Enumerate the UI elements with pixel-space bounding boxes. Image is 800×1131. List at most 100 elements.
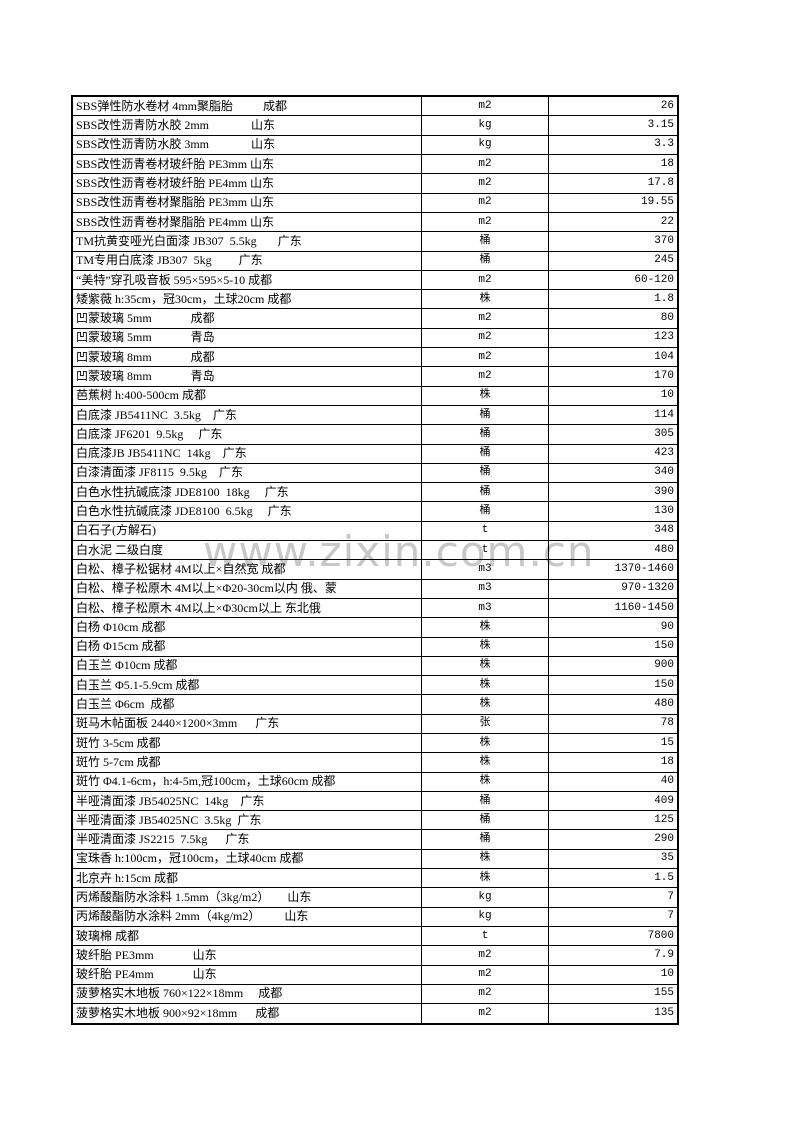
item-cell: 玻纤胎 PE3mm 山东 [71,945,422,966]
price-cell: 7.9 [548,945,679,966]
item-cell: “美特”穿孔吸音板 595×595×5-10 成都 [71,269,422,291]
unit-cell: m2 [421,192,549,213]
table-row: 白石子(方解石) t 348 [71,520,679,542]
table-row: 菠萝格实木地板 760×122×18mm 成都 m2 155 [71,983,679,1005]
table-row: 半哑清面漆 JB54025NC 14kg 广东 桶 409 [71,790,679,812]
price-cell: 348 [548,520,679,542]
price-cell: 480 [548,540,679,561]
item-cell: 半哑清面漆 JB54025NC 14kg 广东 [71,790,422,812]
unit-cell: t [421,520,549,542]
table-row: 宝珠香 h:100cm，冠100cm，土球40cm 成都 株 35 [71,848,679,870]
price-table: SBS弹性防水卷材 4mm聚脂胎 成都 m2 26 SBS改性沥青防水胶 2mm… [71,95,679,1025]
unit-cell: t [421,540,549,561]
item-cell: 宝珠香 h:100cm，冠100cm，土球40cm 成都 [71,848,422,870]
unit-cell: m2 [421,308,549,329]
item-cell: 矮紫薇 h:35cm，冠30cm，土球20cm 成都 [71,289,422,310]
unit-cell: m3 [421,559,549,580]
item-cell: 斑竹 Φ4.1-6cm，h:4-5m,冠100cm，土球60cm 成都 [71,771,422,792]
table-row: SBS弹性防水卷材 4mm聚脂胎 成都 m2 26 [71,95,679,117]
price-cell: 18 [548,752,679,773]
price-cell: 7800 [548,925,679,947]
item-cell: 白玉兰 Φ6cm 成都 [71,694,422,715]
price-cell: 78 [548,713,679,734]
unit-cell: 桶 [421,810,549,831]
price-cell: 18 [548,154,679,175]
unit-cell: m2 [421,211,549,233]
item-cell: 玻纤胎 PE4mm 山东 [71,964,422,985]
item-cell: 丙烯酸酯防水涂料 1.5mm（3kg/m2） 山东 [71,887,422,908]
unit-cell: m3 [421,578,549,599]
table-row: 凹蒙玻璃 8mm 成都 m2 104 [71,347,679,368]
unit-cell: 株 [421,752,549,773]
unit-cell: 桶 [421,501,549,522]
item-cell: 玻璃棉 成都 [71,925,422,947]
unit-cell: 桶 [421,443,549,464]
unit-cell: 桶 [421,404,549,426]
item-cell: 凹蒙玻璃 5mm 青岛 [71,327,422,349]
item-cell: SBS改性沥青卷材玻纤胎 PE3mm 山东 [71,154,422,175]
price-cell: 104 [548,347,679,368]
price-cell: 135 [548,1003,679,1025]
price-cell: 15 [548,732,679,754]
table-row: 斑竹 5-7cm 成都 株 18 [71,752,679,773]
table-row: 白杨 Φ10cm 成都 株 90 [71,617,679,638]
unit-cell: 株 [421,694,549,715]
item-cell: 半哑清面漆 JS2215 7.5kg 广东 [71,829,422,850]
unit-cell: m3 [421,597,549,619]
unit-cell: m2 [421,964,549,985]
unit-cell: m2 [421,95,549,117]
item-cell: 白底漆 JB5411NC 3.5kg 广东 [71,404,422,426]
unit-cell: kg [421,906,549,927]
unit-cell: kg [421,887,549,908]
price-cell: 35 [548,848,679,870]
table-row: SBS改性沥青卷材聚脂胎 PE4mm 山东 m2 22 [71,211,679,233]
price-cell: 60-120 [548,269,679,291]
price-cell: 80 [548,308,679,329]
price-cell: 130 [548,501,679,522]
table-row: 凹蒙玻璃 5mm 成都 m2 80 [71,308,679,329]
item-cell: SBS改性沥青防水胶 2mm 山东 [71,115,422,136]
unit-cell: t [421,925,549,947]
table-row: 白色水性抗碱底漆 JDE8100 18kg 广东 桶 390 [71,482,679,503]
table-row: 玻纤胎 PE3mm 山东 m2 7.9 [71,945,679,966]
price-cell: 114 [548,404,679,426]
table-row: 白玉兰 Φ10cm 成都 株 900 [71,655,679,677]
item-cell: 白玉兰 Φ5.1-5.9cm 成都 [71,675,422,696]
table-row: 白松、樟子松锯材 4M以上×自然宽 成都 m3 1370-1460 [71,559,679,580]
table-row: 玻纤胎 PE4mm 山东 m2 10 [71,964,679,985]
price-cell: 370 [548,231,679,252]
item-cell: 白漆清面漆 JF8115 9.5kg 广东 [71,462,422,484]
unit-cell: 株 [421,732,549,754]
item-cell: 凹蒙玻璃 5mm 成都 [71,308,422,329]
price-cell: 40 [548,771,679,792]
item-cell: 菠萝格实木地板 760×122×18mm 成都 [71,983,422,1005]
item-cell: 斑竹 3-5cm 成都 [71,732,422,754]
unit-cell: m2 [421,347,549,368]
item-cell: SBS改性沥青卷材聚脂胎 PE3mm 山东 [71,192,422,213]
table-row: 白玉兰 Φ6cm 成都 株 480 [71,694,679,715]
item-cell: 白底漆 JF6201 9.5kg 广东 [71,424,422,445]
unit-cell: 株 [421,636,549,657]
price-cell: 7 [548,887,679,908]
table-row: 斑竹 3-5cm 成都 株 15 [71,732,679,754]
item-cell: 白色水性抗碱底漆 JDE8100 6.5kg 广东 [71,501,422,522]
unit-cell: m2 [421,366,549,387]
unit-cell: 桶 [421,231,549,252]
unit-cell: m2 [421,1003,549,1025]
price-cell: 17.8 [548,173,679,194]
price-cell: 125 [548,810,679,831]
table-row: SBS改性沥青防水胶 2mm 山东 kg 3.15 [71,115,679,136]
price-cell: 26 [548,95,679,117]
price-cell: 3.3 [548,134,679,156]
price-cell: 340 [548,462,679,484]
price-cell: 409 [548,790,679,812]
table-row: SBS改性沥青防水胶 3mm 山东 kg 3.3 [71,134,679,156]
unit-cell: 株 [421,771,549,792]
unit-cell: 桶 [421,462,549,484]
unit-cell: 株 [421,617,549,638]
unit-cell: m2 [421,269,549,291]
table-row: 白底漆JB JB5411NC 14kg 广东 桶 423 [71,443,679,464]
price-cell: 970-1320 [548,578,679,599]
table-row: 斑竹 Φ4.1-6cm，h:4-5m,冠100cm，土球60cm 成都 株 40 [71,771,679,792]
table-row: 白底漆 JB5411NC 3.5kg 广东 桶 114 [71,404,679,426]
